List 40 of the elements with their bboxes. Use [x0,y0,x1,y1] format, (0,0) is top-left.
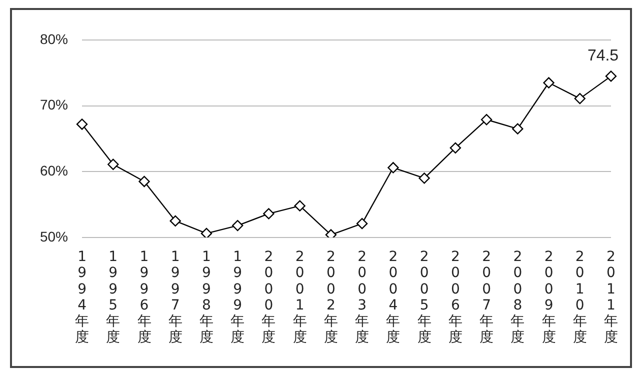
x-tick-label: 2000年度 [262,249,276,346]
point [232,220,244,232]
x-tick-label: 2003年度 [355,249,370,346]
point [574,92,586,104]
x-tick-label: 1996年度 [137,249,152,346]
point [356,218,368,230]
x-tick-label: 2005年度 [417,249,432,346]
point [263,208,274,220]
point [108,158,119,170]
point [170,215,181,227]
x-tick-label: 2002年度 [324,249,338,346]
x-tick-label: 2010年度 [572,249,587,346]
x-tick-label: 2011年度 [604,249,618,346]
point [543,77,554,88]
x-tick-label: 1994年度 [75,249,90,346]
point [480,114,492,126]
x-tick-label: 1999年度 [230,249,245,346]
point [138,176,150,188]
point [294,200,306,212]
x-tick-label: 2009年度 [542,249,556,346]
point [76,118,88,130]
y-tick-label: 70% [40,96,68,113]
data-label: 74.5 [587,48,619,65]
x-tick-label: 2007年度 [480,249,494,346]
point [388,162,399,174]
x-tick-label: 2004年度 [386,249,400,346]
x-tick-label: 1998年度 [199,249,214,346]
x-tick-label: 2006年度 [448,249,462,346]
x-tick-label: 1995年度 [106,249,120,346]
x-tick-label: 1997年度 [168,249,182,346]
x-tick-label: 2008年度 [510,249,525,346]
point [450,142,462,154]
y-tick-label: 60% [40,162,68,178]
point [512,123,524,134]
y-tick-label: 80% [40,30,68,47]
point [605,70,617,82]
point [418,172,430,184]
y-tick-label: 50% [40,228,68,244]
x-tick-label: 2001年度 [292,249,307,346]
point [200,228,212,238]
